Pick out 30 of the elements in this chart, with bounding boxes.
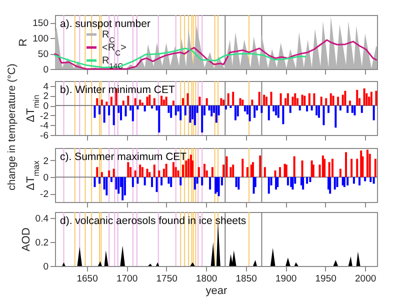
- y-tick-label: 0: [43, 262, 48, 272]
- y-axis-title: R: [18, 38, 30, 46]
- y-tick-label: -4: [40, 120, 48, 132]
- y-tick-label: 100: [32, 34, 48, 45]
- y-tick-label: 0.2: [35, 238, 48, 248]
- y-tick-label: 150: [32, 18, 48, 30]
- x-tick-label: 1650: [76, 274, 98, 284]
- y-tick-label: 4: [43, 81, 48, 92]
- x-tick-label: 1850: [236, 274, 257, 284]
- x-tick-label: 1750: [156, 274, 178, 284]
- y-tick-label: -2: [40, 110, 48, 122]
- y-tick-label: 2: [43, 91, 48, 102]
- y-tick-label: 2: [43, 156, 48, 167]
- text: change in temperature (°C): [6, 63, 18, 190]
- legend-label: R$_{C}$: [102, 30, 116, 44]
- y-tick-label: -6: [40, 130, 48, 142]
- y-tick-label: 50: [38, 49, 48, 60]
- y-tick-label: 0: [43, 172, 48, 184]
- x-tick-label: 1900: [276, 274, 297, 284]
- x-axis-title: year: [206, 285, 228, 297]
- x-tick-label: 1700: [116, 274, 138, 284]
- x-tick-label: 1950: [315, 274, 336, 284]
- y-tick-label: -2: [40, 189, 48, 200]
- y-tick-label: 0: [43, 64, 48, 76]
- y-tick-label: 0: [43, 101, 48, 112]
- y-axis-title: AOD: [20, 228, 32, 252]
- y-tick-label: 0.4: [35, 214, 48, 224]
- x-tick-label: 2000: [355, 274, 376, 284]
- legend-label: <R$_{C}$>: [102, 42, 126, 57]
- x-tick-label: 1800: [196, 274, 218, 284]
